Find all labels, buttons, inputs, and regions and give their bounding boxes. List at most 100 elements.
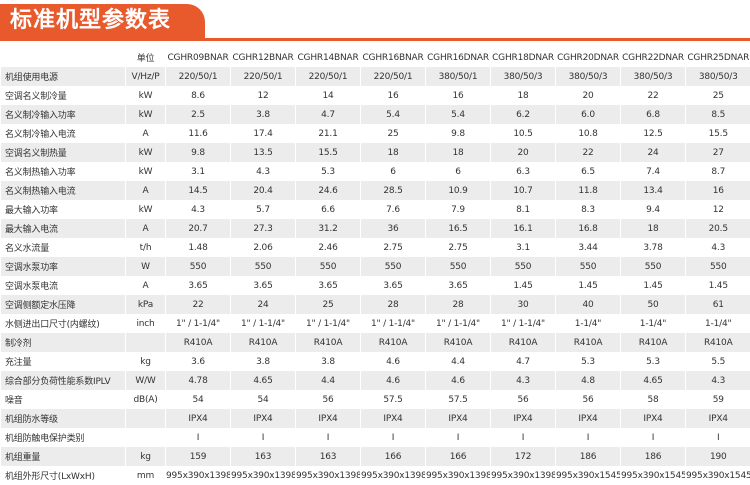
cell: 1.45 xyxy=(490,276,556,295)
cell: 50 xyxy=(620,295,686,314)
cell: 24 xyxy=(620,143,686,162)
cell: 9.8 xyxy=(165,143,231,162)
row-label: 制冷剂 xyxy=(0,333,126,352)
cell: 995x390x1398 xyxy=(230,466,296,485)
cell: 16 xyxy=(360,86,426,105)
cell: 4.7 xyxy=(490,352,556,371)
cell: 3.8 xyxy=(230,352,296,371)
cell: 4.78 xyxy=(165,371,231,390)
title-tab: 标准机型参数表 xyxy=(0,4,205,38)
unit: kg xyxy=(125,352,166,371)
data-row: 机组重量 kg 159 163 163 166 166 172 186 186 190 xyxy=(0,447,750,466)
cell: 61 xyxy=(685,295,750,314)
unit: t/h xyxy=(125,238,166,257)
cell: 6.2 xyxy=(490,105,556,124)
cell: 3.1 xyxy=(490,238,556,257)
cell: 57.5 xyxy=(425,390,491,409)
cell: CGHR22DNAR xyxy=(620,48,686,67)
cell: 10.8 xyxy=(555,124,621,143)
cell: 1-1/4" xyxy=(620,314,686,333)
row-label: 空调名义制冷量 xyxy=(0,86,126,105)
cell: 1-1/4" xyxy=(685,314,750,333)
cell: 56 xyxy=(295,390,361,409)
row-label: 综合部分负荷性能系数IPLV xyxy=(0,371,126,390)
cell: 18 xyxy=(620,219,686,238)
data-row: 名义水流量 t/h 1.48 2.06 2.46 2.75 2.75 3.1 3.44 3.78 4… xyxy=(0,238,750,257)
cell: 7.4 xyxy=(620,162,686,181)
cell: 22 xyxy=(620,86,686,105)
cell: 16.5 xyxy=(425,219,491,238)
cell: 22 xyxy=(555,143,621,162)
row-label: 空调侧额定水压降 xyxy=(0,295,126,314)
cell: 36 xyxy=(360,219,426,238)
cell: 54 xyxy=(165,390,231,409)
row-label: 最大输入功率 xyxy=(0,200,126,219)
cell: 20.7 xyxy=(165,219,231,238)
cell: R410A xyxy=(230,333,296,352)
unit: A xyxy=(125,276,166,295)
row-label: 空调名义制热量 xyxy=(0,143,126,162)
cell: 1" / 1-1/4" xyxy=(425,314,491,333)
cell: 380/50/3 xyxy=(490,67,556,86)
cell: 59 xyxy=(685,390,750,409)
cell: I xyxy=(620,428,686,447)
cell: 56 xyxy=(490,390,556,409)
row-label: 机组防触电保护类别 xyxy=(0,428,126,447)
row-label: 充注量 xyxy=(0,352,126,371)
cell: 28 xyxy=(425,295,491,314)
cell: R410A xyxy=(685,333,750,352)
cell: 995x390x1398 xyxy=(360,466,426,485)
cell: 163 xyxy=(295,447,361,466)
cell: 5.7 xyxy=(230,200,296,219)
unit xyxy=(125,409,166,428)
cell: 4.4 xyxy=(295,371,361,390)
cell: I xyxy=(360,428,426,447)
unit: 单位 xyxy=(125,48,166,67)
cell: 9.4 xyxy=(620,200,686,219)
cell: 4.65 xyxy=(230,371,296,390)
cell: 28 xyxy=(360,295,426,314)
unit: kW xyxy=(125,105,166,124)
cell: 550 xyxy=(620,257,686,276)
cell: 18 xyxy=(425,143,491,162)
cell: I xyxy=(490,428,556,447)
cell: 16.8 xyxy=(555,219,621,238)
cell: 4.8 xyxy=(555,371,621,390)
cell: R410A xyxy=(555,333,621,352)
unit: kg xyxy=(125,447,166,466)
unit: inch xyxy=(125,314,166,333)
cell: 995x390x1398 xyxy=(490,466,556,485)
cell: 24 xyxy=(230,295,296,314)
cell: 995x390x1398 xyxy=(165,466,231,485)
cell: 6 xyxy=(360,162,426,181)
cell: 9.8 xyxy=(425,124,491,143)
cell: 4.3 xyxy=(685,238,750,257)
cell: I xyxy=(295,428,361,447)
cell: 5.5 xyxy=(685,352,750,371)
cell: 24.6 xyxy=(295,181,361,200)
header-row: 单位 CGHR09BNAR CGHR12BNAR CGHR14BNAR CGHR16BN… xyxy=(0,48,750,67)
unit xyxy=(125,333,166,352)
cell: 995x390x1398 xyxy=(425,466,491,485)
cell: 4.3 xyxy=(230,162,296,181)
cell: IPX4 xyxy=(360,409,426,428)
cell: 31.2 xyxy=(295,219,361,238)
cell: R410A xyxy=(490,333,556,352)
cell: I xyxy=(425,428,491,447)
cell: 13.5 xyxy=(230,143,296,162)
cell: 16 xyxy=(425,86,491,105)
row-label: 名义水流量 xyxy=(0,238,126,257)
cell: IPX4 xyxy=(620,409,686,428)
cell: I xyxy=(685,428,750,447)
unit: dB(A) xyxy=(125,390,166,409)
data-row: 空调水泵电流 A 3.65 3.65 3.65 3.65 3.65 1.45 1.45 1.45 1… xyxy=(0,276,750,295)
cell: 8.1 xyxy=(490,200,556,219)
header-rule xyxy=(0,38,750,41)
cell: 20.4 xyxy=(230,181,296,200)
cell: 2.46 xyxy=(295,238,361,257)
cell: 220/50/1 xyxy=(165,67,231,86)
title: 标准机型参数表 xyxy=(10,8,172,33)
cell: 58 xyxy=(620,390,686,409)
cell: IPX4 xyxy=(230,409,296,428)
